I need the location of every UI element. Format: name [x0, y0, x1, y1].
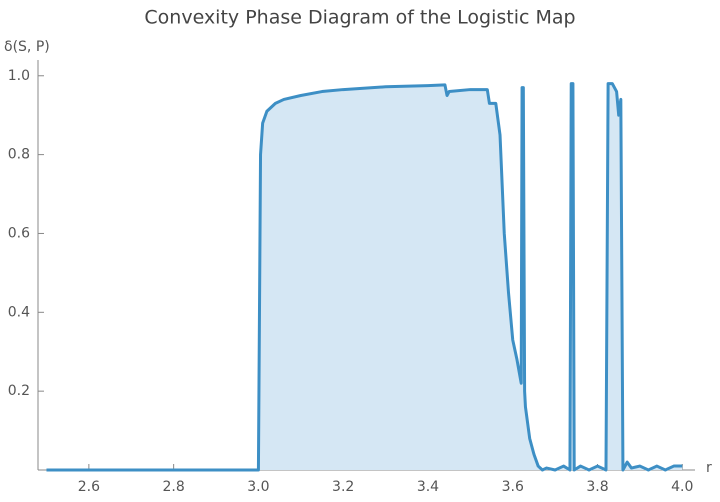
x-tick-label: 3.2 — [332, 479, 354, 495]
y-tick-label: 0.6 — [8, 225, 30, 241]
area-fill — [46, 83, 683, 471]
x-tick-label: 3.4 — [417, 479, 439, 495]
y-tick-label: 1.0 — [8, 68, 30, 84]
chart-title: Convexity Phase Diagram of the Logistic … — [144, 7, 575, 29]
x-tick-label: 2.6 — [78, 479, 100, 495]
y-tick-label: 0.8 — [8, 147, 30, 163]
y-axis-label: δ(S, P) — [4, 39, 50, 55]
x-tick-label: 4.0 — [671, 479, 693, 495]
x-tick-label: 2.8 — [163, 479, 185, 495]
y-tick-label: 0.4 — [8, 304, 30, 320]
x-tick-label: 3.8 — [586, 479, 608, 495]
y-tick-label: 0.2 — [8, 383, 30, 399]
line — [46, 82, 683, 472]
x-axis-label: r — [706, 460, 712, 476]
x-tick-label: 3.0 — [247, 479, 269, 495]
x-tick-label: 3.6 — [502, 479, 524, 495]
